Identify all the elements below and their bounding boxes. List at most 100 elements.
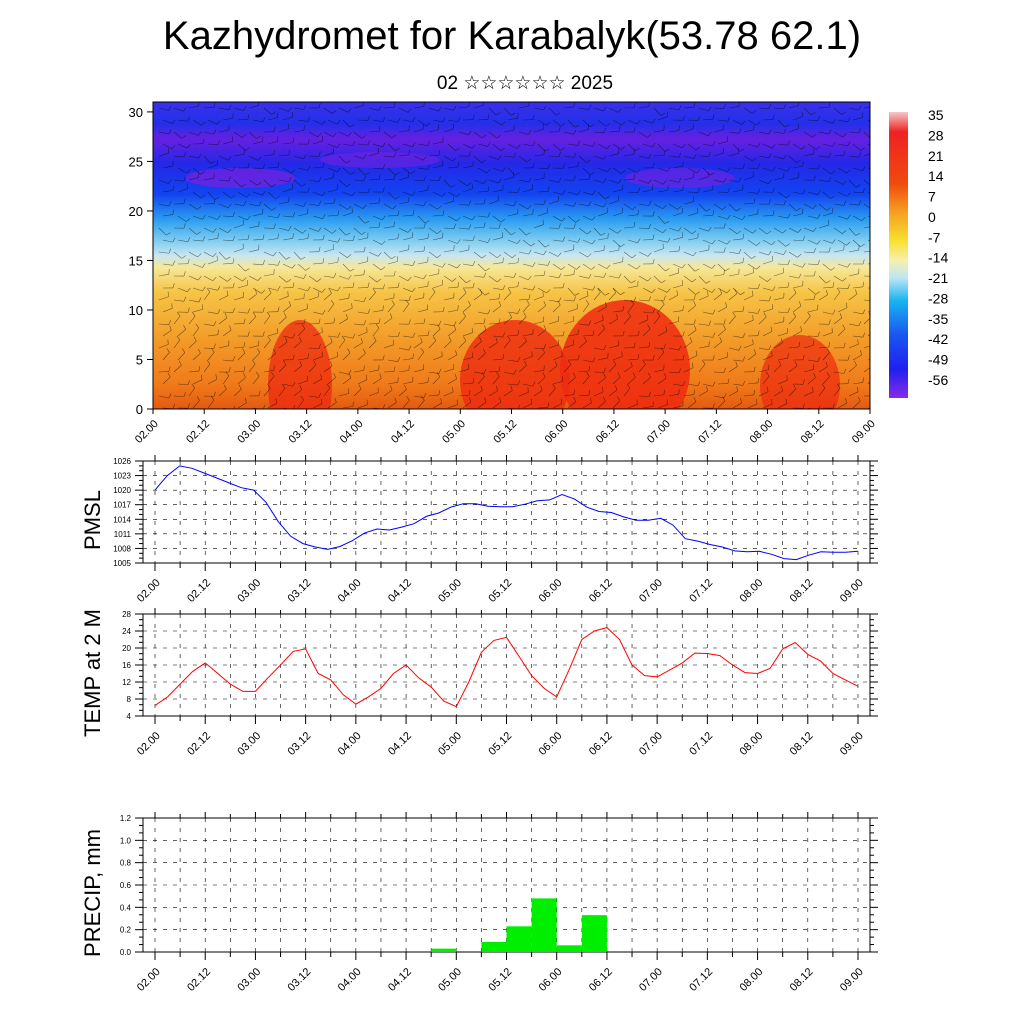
wind-barb-flag <box>818 405 821 409</box>
wind-barb-flag <box>807 312 811 317</box>
wind-barb-flag <box>557 252 562 257</box>
wind-barb <box>743 227 753 234</box>
wind-barb <box>702 239 713 245</box>
wind-barb-flag <box>262 190 266 196</box>
wind-barb-flag <box>346 314 348 320</box>
wind-barb <box>717 263 726 272</box>
x-tick-label: 03.00 <box>235 966 263 994</box>
wind-barb <box>522 304 530 313</box>
wind-barb <box>488 390 498 397</box>
y-tick-label: 28 <box>122 610 131 619</box>
wind-barb-flag <box>547 163 550 169</box>
wind-barb-flag <box>412 142 416 147</box>
heatmap-y-tick-label: 20 <box>129 204 143 219</box>
wind-barb <box>372 287 383 290</box>
wind-barb-flag <box>546 289 551 294</box>
wind-barb-flag <box>378 222 381 228</box>
wind-barb-flag <box>273 223 276 229</box>
wind-barb-flag <box>225 256 231 260</box>
wind-barb-flag <box>186 143 191 149</box>
wind-barb <box>357 167 366 176</box>
wind-barb-flag <box>441 192 446 197</box>
wind-barb <box>297 328 306 337</box>
wind-barb-flag <box>288 226 292 231</box>
wind-barb-flag <box>772 286 776 291</box>
wind-barb-flag <box>526 158 532 163</box>
wind-barb <box>237 215 248 221</box>
wind-barb-flag <box>394 397 397 403</box>
wind-barb-flag <box>258 390 261 396</box>
wind-barb-flag <box>422 156 427 161</box>
wind-barb-flag <box>603 396 606 402</box>
wind-barb-flag <box>727 116 731 122</box>
wind-barb-flag <box>171 145 176 150</box>
wind-barb <box>612 400 621 409</box>
wind-barb-flag <box>647 324 651 330</box>
wind-barb-flag <box>617 229 622 234</box>
wind-barb-flag <box>412 191 416 196</box>
wind-barb <box>567 401 576 409</box>
wind-barb <box>278 387 286 397</box>
wind-barb <box>747 311 758 314</box>
wind-barb-flag <box>183 223 186 229</box>
wind-barb <box>848 391 859 397</box>
wind-barb-flag <box>345 160 351 164</box>
wind-barb-flag <box>318 318 321 324</box>
wind-barb-flag <box>723 177 727 183</box>
wind-barb-flag <box>397 233 399 239</box>
wind-barb-flag <box>855 232 861 236</box>
wind-barb <box>413 179 424 182</box>
wind-barb <box>203 363 211 373</box>
wind-barb <box>203 177 214 181</box>
wind-barb <box>323 107 333 114</box>
wind-barb-flag <box>275 398 278 404</box>
wind-barb-flag <box>210 160 216 164</box>
wind-barb-flag <box>813 227 817 232</box>
wind-barb <box>762 308 773 313</box>
wind-barb-flag <box>751 290 754 296</box>
wind-barb-flag <box>255 371 260 377</box>
wind-barb <box>473 131 483 139</box>
wind-barb <box>323 275 334 278</box>
wind-barb <box>162 165 173 169</box>
wind-barb-flag <box>267 336 271 341</box>
wind-barb-flag <box>586 372 590 377</box>
wind-barb <box>627 119 638 125</box>
wind-barb-flag <box>352 282 355 288</box>
wind-barb-flag <box>763 312 767 318</box>
x-tick-label: 08.12 <box>788 966 816 994</box>
heatmap-y-tick-label: 10 <box>129 303 143 318</box>
wind-barb <box>173 365 182 373</box>
wind-barb <box>582 359 593 363</box>
wind-barb <box>192 239 203 242</box>
wind-barb-flag <box>511 232 516 236</box>
wind-barb <box>627 404 638 409</box>
wind-barb <box>788 292 797 301</box>
wind-barb-flag <box>367 115 370 121</box>
wind-barb-flag <box>574 292 580 296</box>
wind-barb-flag <box>517 356 521 362</box>
wind-barb-flag <box>330 337 333 343</box>
x-tick-label: 02.00 <box>135 966 163 994</box>
wind-barb-flag <box>752 339 754 345</box>
wind-barb <box>537 305 546 313</box>
wind-barb <box>338 227 347 236</box>
wind-barb <box>728 293 737 301</box>
wind-barb <box>308 227 319 232</box>
wind-barb-flag <box>313 360 317 365</box>
wind-barb <box>548 388 556 397</box>
wind-barb-flag <box>697 187 700 193</box>
wind-barb <box>207 164 218 169</box>
wind-barb <box>548 344 559 349</box>
wind-barb <box>473 323 485 325</box>
wind-barb <box>443 128 454 133</box>
wind-barb-flag <box>523 312 527 318</box>
wind-barb <box>672 212 683 217</box>
wind-barb <box>638 131 648 138</box>
wind-barb-flag <box>337 332 341 338</box>
wind-barb <box>867 143 870 146</box>
heatmap-x-tick-label: 04.00 <box>338 418 366 446</box>
wind-barb <box>282 215 293 218</box>
wind-barb <box>518 155 528 163</box>
wind-barb-flag <box>317 132 322 137</box>
